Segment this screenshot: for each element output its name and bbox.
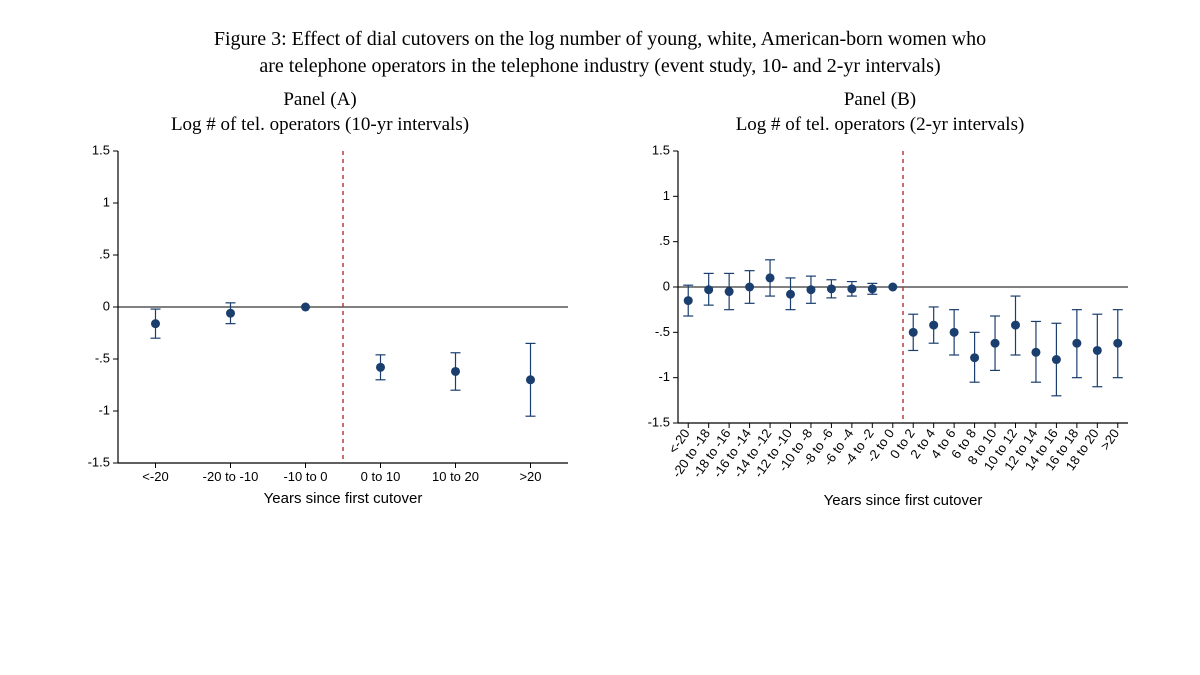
svg-text:Years since first cutover: Years since first cutover [264, 490, 423, 507]
panel-b-title-line2: Log # of tel. operators (2-yr intervals) [736, 114, 1025, 135]
figure-caption-line1: Figure 3: Effect of dial cutovers on the… [214, 28, 986, 50]
panel-a-title: Panel (A) Log # of tel. operators (10-yr… [60, 88, 580, 137]
panel-b-title-line1: Panel (B) [844, 89, 916, 110]
panels-row: Panel (A) Log # of tel. operators (10-yr… [40, 88, 1160, 523]
panel-b-svg: -1.5-1-.50.511.5<-20-20 to -18-18 to -16… [620, 143, 1140, 523]
svg-text:.5: .5 [659, 233, 670, 248]
svg-text:0: 0 [663, 279, 670, 294]
svg-text:-.5: -.5 [655, 324, 670, 339]
panel-b-plot: -1.5-1-.50.511.5<-20-20 to -18-18 to -16… [620, 143, 1140, 523]
figure-container: { "figure": { "caption_line1": "Figure 3… [0, 0, 1200, 675]
panel-a: Panel (A) Log # of tel. operators (10-yr… [60, 88, 580, 523]
svg-text:0 to 10: 0 to 10 [361, 469, 401, 484]
panel-a-title-line2: Log # of tel. operators (10-yr intervals… [171, 114, 469, 135]
svg-text:-1.5: -1.5 [648, 415, 670, 430]
svg-text:-10 to 0: -10 to 0 [283, 469, 327, 484]
panel-a-svg: -1.5 -1 -.5 0 .5 1 1.5 <-20 -20 to -10 -10 to 0 0 … [60, 143, 580, 523]
figure-caption-line2: are telephone operators in the telephone… [259, 55, 940, 77]
svg-text:-1: -1 [98, 403, 110, 418]
svg-text:1: 1 [103, 195, 110, 210]
svg-text:Years since first cutover: Years since first cutover [824, 492, 983, 509]
svg-text:1: 1 [663, 188, 670, 203]
svg-text:-20 to -10: -20 to -10 [203, 469, 259, 484]
svg-text:>20: >20 [519, 469, 541, 484]
svg-text:-1.5: -1.5 [88, 455, 110, 470]
panel-b-title: Panel (B) Log # of tel. operators (2-yr … [620, 88, 1140, 137]
svg-text:1.5: 1.5 [92, 143, 110, 157]
panel-a-title-line1: Panel (A) [283, 89, 356, 110]
panel-b: Panel (B) Log # of tel. operators (2-yr … [620, 88, 1140, 523]
svg-text:10 to 20: 10 to 20 [432, 469, 479, 484]
svg-text:<-20: <-20 [142, 469, 168, 484]
panel-a-plot: -1.5 -1 -.5 0 .5 1 1.5 <-20 -20 to -10 -10 to 0 0 … [60, 143, 580, 523]
svg-text:0: 0 [103, 299, 110, 314]
figure-caption: Figure 3: Effect of dial cutovers on the… [40, 26, 1160, 80]
svg-text:-1: -1 [658, 369, 670, 384]
svg-text:1.5: 1.5 [652, 143, 670, 157]
svg-text:-.5: -.5 [95, 351, 110, 366]
svg-text:.5: .5 [99, 247, 110, 262]
svg-text:>20: >20 [1097, 426, 1122, 453]
